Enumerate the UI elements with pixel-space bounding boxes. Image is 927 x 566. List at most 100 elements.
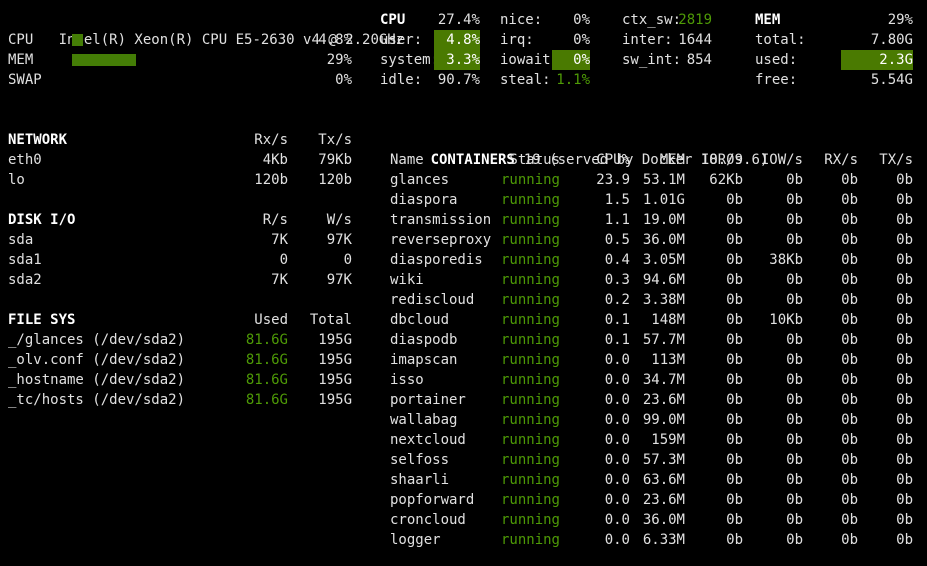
container-row: transmission running 1.1 19.0M 0b 0b 0b 0b bbox=[380, 210, 917, 230]
network-panel: NETWORK Rx/s Tx/s eth0 4Kb 79Kb lo 120b 120b bbox=[8, 130, 352, 190]
container-ior-cell: 0b bbox=[726, 352, 743, 368]
containers-title-row: CONTAINERS 19 (served by Docker 18.09.6) bbox=[380, 130, 917, 168]
containers-col-header: Name bbox=[390, 152, 424, 168]
container-status-cell: running bbox=[500, 512, 560, 528]
container-mem-cell: 159M bbox=[651, 432, 685, 448]
filesystem-row-name: _/glances (/dev/sda2) bbox=[8, 332, 186, 348]
network-interface-row: lo 120b 120b bbox=[8, 170, 352, 190]
container-iow-cell: 0b bbox=[786, 472, 803, 488]
container-ior-cell: 0b bbox=[726, 412, 743, 428]
disk-row-name: sda2 bbox=[8, 272, 42, 288]
container-rx-cell: 0b bbox=[841, 432, 858, 448]
container-tx-cell: 0b bbox=[896, 472, 913, 488]
disk-row-name: sda1 bbox=[8, 252, 42, 268]
filesystem-row: _/glances (/dev/sda2) 81.6G 195G bbox=[8, 330, 352, 350]
container-name-cell: portainer bbox=[390, 392, 466, 408]
steal-label: steal: bbox=[500, 72, 551, 88]
containers-col-header: RX/s bbox=[824, 152, 858, 168]
disk-row-col2: 97K bbox=[326, 272, 352, 288]
container-row: shaarli running 0.0 63.6M 0b 0b 0b 0b bbox=[380, 470, 917, 490]
container-mem-cell: 63.6M bbox=[642, 472, 685, 488]
filesys-title: FILE SYS bbox=[8, 312, 76, 328]
mem-total-label: total: bbox=[755, 32, 806, 48]
network-rows: eth0 4Kb 79Kb lo 120b 120b bbox=[8, 150, 352, 190]
containers-header-row: Name Status CPU% MEM IOR/s IOW/s RX/s TX/s bbox=[380, 150, 917, 170]
container-status-cell: running bbox=[500, 372, 560, 388]
container-status-cell: running bbox=[500, 212, 560, 228]
container-tx-cell: 0b bbox=[896, 312, 913, 328]
network-interface-row-col2: 120b bbox=[318, 172, 352, 188]
filesystem-row-col2: 195G bbox=[318, 352, 352, 368]
container-ior-cell: 0b bbox=[726, 392, 743, 408]
container-status-cell: running bbox=[500, 312, 560, 328]
container-mem-cell: 19.0M bbox=[642, 212, 685, 228]
disk-row-col1: 7K bbox=[271, 232, 288, 248]
container-mem-cell: 113M bbox=[651, 352, 685, 368]
diskio-col1-header: R/s bbox=[262, 212, 288, 228]
container-name-cell: wiki bbox=[390, 272, 424, 288]
filesys-col1-header: Used bbox=[254, 312, 288, 328]
disk-row: sda 7K 97K bbox=[8, 230, 352, 250]
container-name-cell: imapscan bbox=[390, 352, 458, 368]
mem-row-3: used: 2.3G bbox=[755, 50, 913, 70]
container-iow-cell: 0b bbox=[786, 392, 803, 408]
filesystem-row: _olv.conf (/dev/sda2) 81.6G 195G bbox=[8, 350, 352, 370]
containers-panel: CONTAINERS 19 (served by Docker 18.09.6) … bbox=[380, 130, 917, 550]
inter-label: inter: bbox=[622, 32, 673, 48]
container-status-cell: running bbox=[500, 472, 560, 488]
containers-title: CONTAINERS bbox=[430, 152, 515, 168]
container-mem-cell: 94.6M bbox=[642, 272, 685, 288]
container-iow-cell: 0b bbox=[786, 452, 803, 468]
container-mem-cell: 6.33M bbox=[642, 532, 685, 548]
container-ior-cell: 0b bbox=[726, 432, 743, 448]
container-rx-cell: 0b bbox=[841, 252, 858, 268]
diskio-rows: sda 7K 97K sda1 0 0 sda2 7K 97K bbox=[8, 230, 352, 290]
network-col1-header: Rx/s bbox=[254, 132, 288, 148]
container-status-cell: running bbox=[500, 352, 560, 368]
container-name-cell: croncloud bbox=[390, 512, 466, 528]
container-row: wallabag running 0.0 99.0M 0b 0b 0b 0b bbox=[380, 410, 917, 430]
container-cpu-cell: 0.0 bbox=[604, 392, 630, 408]
container-tx-cell: 0b bbox=[896, 512, 913, 528]
container-status-cell: running bbox=[500, 532, 560, 548]
containers-col-header: IOW/s bbox=[760, 152, 803, 168]
container-ior-cell: 0b bbox=[726, 252, 743, 268]
filesystem-row-name: _hostname (/dev/sda2) bbox=[8, 372, 186, 388]
container-tx-cell: 0b bbox=[896, 252, 913, 268]
container-tx-cell: 0b bbox=[896, 412, 913, 428]
container-iow-cell: 0b bbox=[786, 332, 803, 348]
mem-used-label: used: bbox=[755, 52, 798, 68]
filesystem-row-name: _olv.conf (/dev/sda2) bbox=[8, 352, 186, 368]
network-title: NETWORK bbox=[8, 132, 68, 148]
container-rx-cell: 0b bbox=[841, 372, 858, 388]
container-cpu-cell: 0.0 bbox=[604, 512, 630, 528]
container-row: isso running 0.0 34.7M 0b 0b 0b 0b bbox=[380, 370, 917, 390]
container-rx-cell: 0b bbox=[841, 392, 858, 408]
container-name-cell: wallabag bbox=[390, 412, 458, 428]
container-iow-cell: 0b bbox=[786, 192, 803, 208]
mem-row-4: free: 5.54G bbox=[755, 70, 913, 90]
container-rx-cell: 0b bbox=[841, 232, 858, 248]
container-tx-cell: 0b bbox=[896, 272, 913, 288]
container-rx-cell: 0b bbox=[841, 212, 858, 228]
network-interface-row-col1: 120b bbox=[254, 172, 288, 188]
network-interface-row: eth0 4Kb 79Kb bbox=[8, 150, 352, 170]
quicklook-percent: 4.8% bbox=[318, 32, 352, 48]
containers-col-header: MEM bbox=[659, 152, 685, 168]
container-iow-cell: 38Kb bbox=[769, 252, 803, 268]
container-status-cell: running bbox=[500, 252, 560, 268]
container-mem-cell: 57.7M bbox=[642, 332, 685, 348]
container-status-cell: running bbox=[500, 412, 560, 428]
container-tx-cell: 0b bbox=[896, 452, 913, 468]
container-rx-cell: 0b bbox=[841, 172, 858, 188]
disk-row: sda2 7K 97K bbox=[8, 270, 352, 290]
container-row: nextcloud running 0.0 159M 0b 0b 0b 0b bbox=[380, 430, 917, 450]
container-row: popforward running 0.0 23.6M 0b 0b 0b 0b bbox=[380, 490, 917, 510]
nice-value: 0% bbox=[573, 12, 590, 28]
container-row: reverseproxy running 0.5 36.0M 0b 0b 0b 0b bbox=[380, 230, 917, 250]
container-cpu-cell: 0.4 bbox=[604, 252, 630, 268]
steal-value: 1.1% bbox=[556, 72, 590, 88]
container-mem-cell: 99.0M bbox=[642, 412, 685, 428]
container-tx-cell: 0b bbox=[896, 432, 913, 448]
